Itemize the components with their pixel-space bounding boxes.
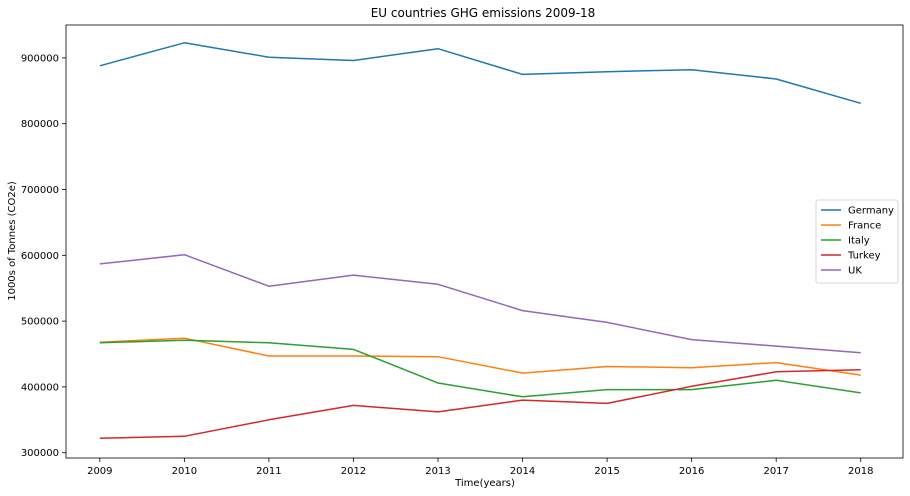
x-tick-label: 2013 xyxy=(425,466,450,477)
y-tick-label: 800000 xyxy=(21,119,59,130)
series-line-uk xyxy=(99,253,861,354)
y-tick-label: 600000 xyxy=(21,251,59,262)
x-axis: 2009 2010 2011 2012 2013 2014 2015 2016 2017 2018 xyxy=(87,458,873,477)
series-line-turkey xyxy=(99,369,861,440)
legend-label: UK xyxy=(848,266,862,277)
legend-label: Turkey xyxy=(847,251,881,262)
y-axis-title: 1000s of Tonnes (CO2e) xyxy=(7,181,18,301)
x-tick-label: 2010 xyxy=(172,466,197,477)
series-line-germany xyxy=(99,42,861,105)
x-axis-title: Time(years) xyxy=(454,478,515,489)
legend-label: Germany xyxy=(848,206,894,217)
plot-area xyxy=(65,24,904,459)
y-tick-label: 700000 xyxy=(21,185,59,196)
x-tick-label: 2015 xyxy=(594,466,619,477)
legend-label: France xyxy=(848,221,881,232)
y-tick-label: 900000 xyxy=(21,53,59,64)
y-tick-label: 500000 xyxy=(21,317,59,328)
x-tick-label: 2014 xyxy=(510,466,535,477)
y-axis: 300000 400000 500000 600000 700000 800000 9000… xyxy=(21,53,66,459)
chart-title: EU countries GHG emissions 2009-18 xyxy=(371,6,596,20)
series-line-france xyxy=(99,337,861,376)
legend-box xyxy=(815,199,899,284)
x-tick-label: 2016 xyxy=(679,466,704,477)
y-tick-label: 300000 xyxy=(21,448,59,459)
plot-frame xyxy=(65,24,904,459)
series-line-italy xyxy=(99,339,861,398)
legend-label: Italy xyxy=(848,236,870,247)
y-tick-label: 400000 xyxy=(21,382,59,393)
x-tick-label: 2011 xyxy=(256,466,281,477)
x-tick-label: 2017 xyxy=(763,466,788,477)
x-tick-label: 2009 xyxy=(87,466,112,477)
x-tick-label: 2018 xyxy=(848,466,873,477)
legend: Germany France Italy Turkey UK xyxy=(815,199,899,284)
x-tick-label: 2012 xyxy=(341,466,366,477)
